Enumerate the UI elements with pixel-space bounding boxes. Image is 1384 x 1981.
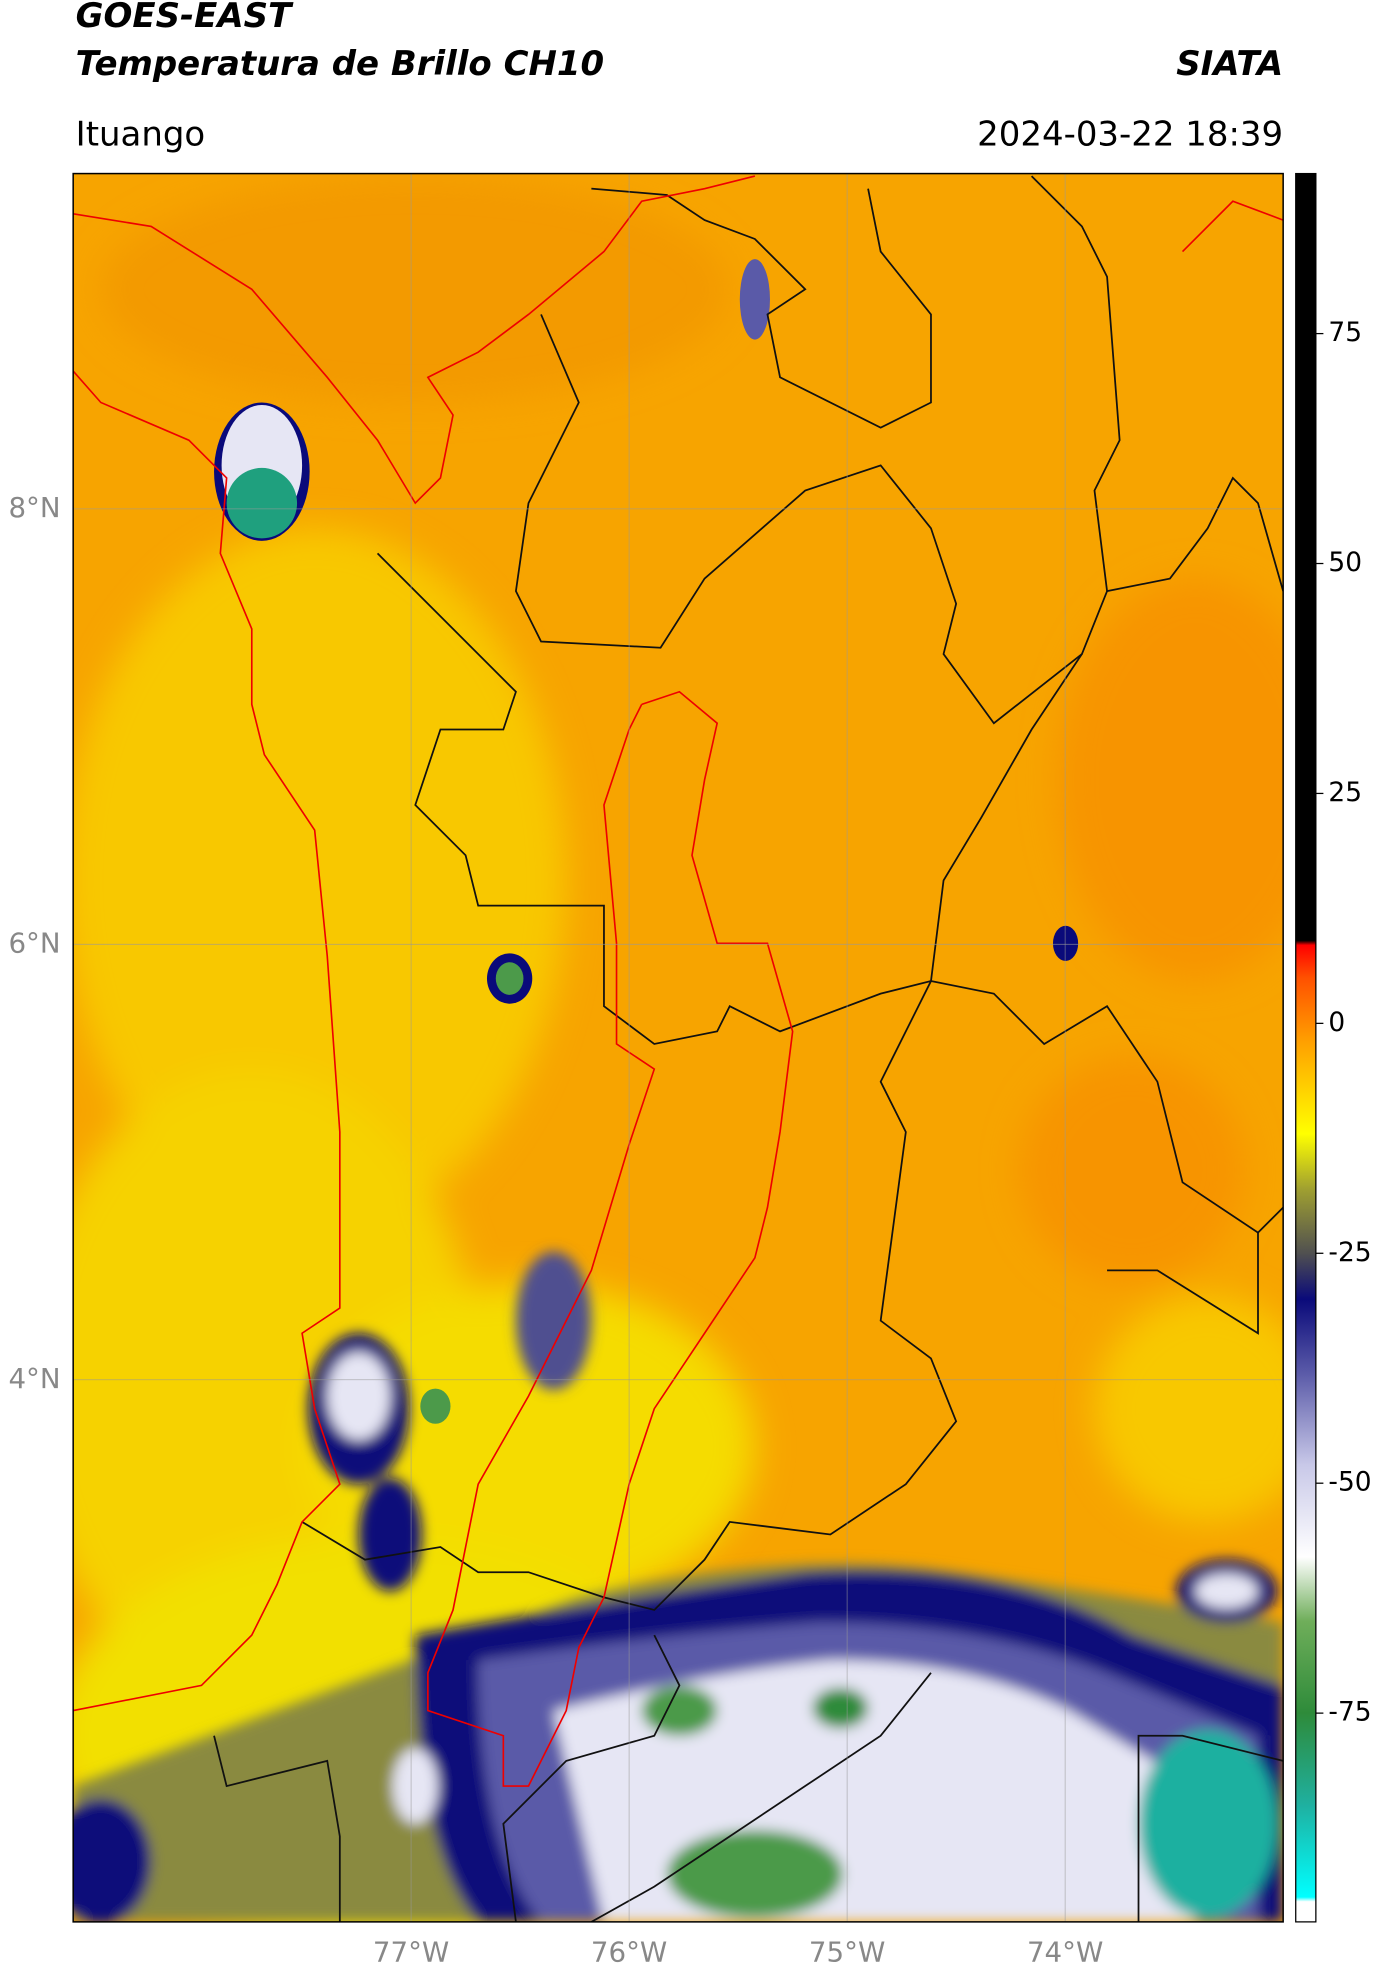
satellite-image <box>73 173 1284 1922</box>
location: Ituango <box>76 114 206 154</box>
lat-label: 4°N <box>8 1362 60 1395</box>
lat-label: 8°N <box>8 491 60 524</box>
lon-label: 74°W <box>1027 1935 1103 1968</box>
title: GOES-EAST <box>76 0 294 36</box>
graticule <box>73 173 1284 1922</box>
colorbar-tick-label: -25 <box>1328 1237 1371 1268</box>
colorbar-tick-label: 75 <box>1328 317 1362 348</box>
lat-label: 6°N <box>8 926 60 959</box>
colorbar-tick-label: 25 <box>1328 777 1362 808</box>
datetime: 2024-03-22 18:39 <box>977 114 1283 154</box>
colorbar <box>1295 172 1317 1923</box>
source: SIATA <box>1176 44 1283 84</box>
colorbar-tick-label: -50 <box>1328 1467 1371 1498</box>
lon-label: 75°W <box>809 1935 885 1968</box>
lon-label: 77°W <box>373 1935 449 1968</box>
colorbar-tick-label: 50 <box>1328 547 1362 578</box>
colorbar-tick-label: -75 <box>1328 1697 1371 1728</box>
colorbar-tick-label: 0 <box>1328 1007 1345 1038</box>
subtitle: Temperatura de Brillo CH10 <box>76 44 604 84</box>
lon-label: 76°W <box>591 1935 667 1968</box>
map-frame <box>72 172 1284 1923</box>
